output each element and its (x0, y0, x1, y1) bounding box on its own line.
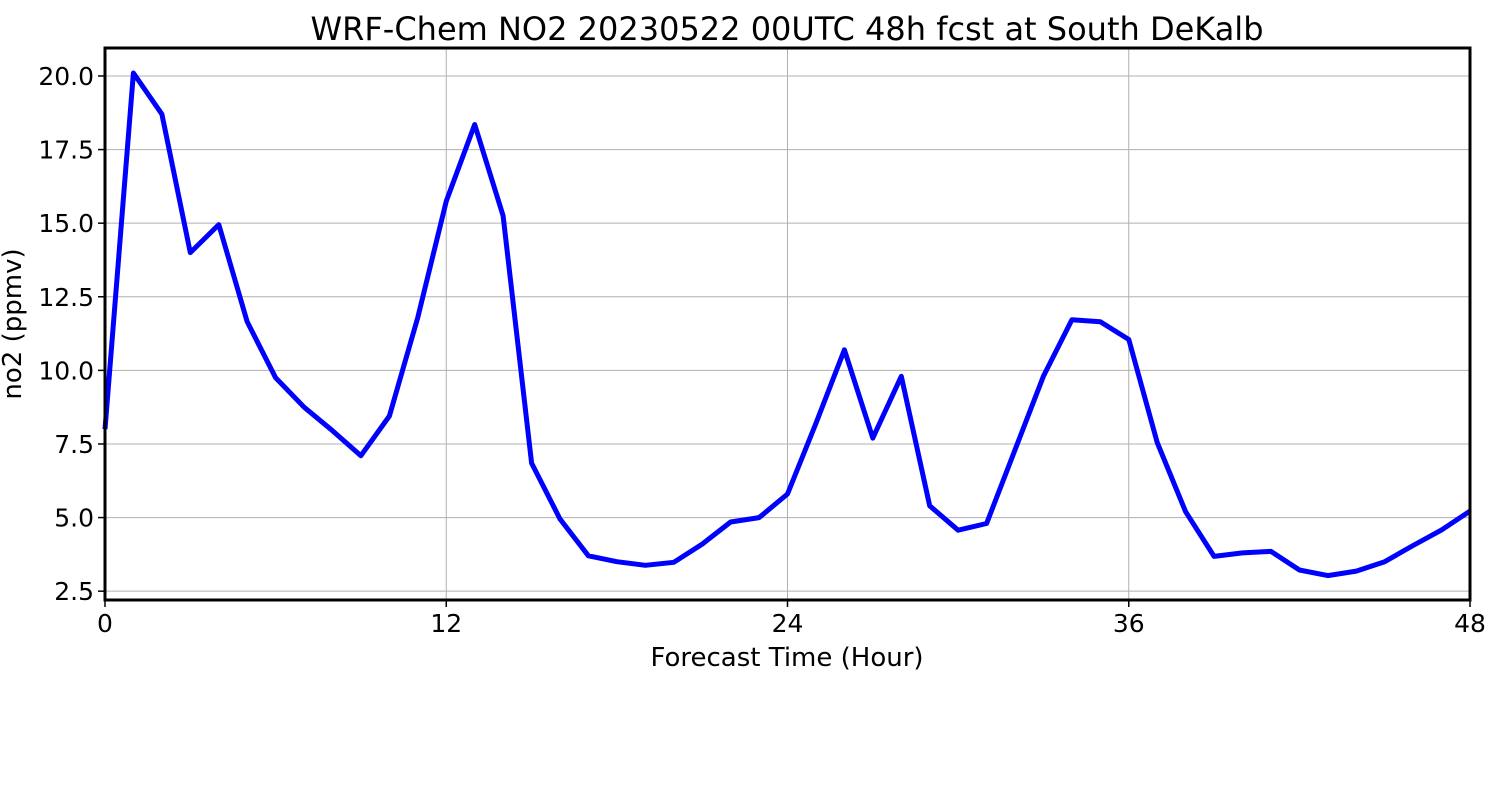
x-tick-label: 36 (1113, 609, 1145, 638)
y-tick-label: 2.5 (54, 577, 94, 606)
x-tick-label: 0 (97, 609, 113, 638)
x-axis-label: Forecast Time (Hour) (650, 643, 923, 673)
x-tick-label: 24 (772, 609, 804, 638)
x-tick-label: 48 (1454, 609, 1486, 638)
chart-title: WRF-Chem NO2 20230522 00UTC 48h fcst at … (311, 10, 1264, 48)
y-tick-label: 17.5 (38, 136, 94, 165)
y-tick-label: 15.0 (38, 209, 94, 238)
y-tick-label: 20.0 (38, 62, 94, 91)
y-axis-label: no2 (ppmv) (0, 248, 28, 399)
y-tick-label: 5.0 (54, 504, 94, 533)
y-tick-label: 10.0 (38, 356, 94, 385)
series-group (102, 70, 1472, 579)
grid-lines (104, 48, 1471, 600)
axis-ticks: 0 12 24 36 48 2.5 5.0 7.5 10.0 12.5 15.0 17.5 20.0 (38, 62, 1486, 638)
y-tick-label: 7.5 (54, 430, 94, 459)
y-tick-label: 12.5 (38, 283, 94, 312)
no2-series-line (102, 70, 1472, 579)
x-tick-label: 12 (430, 609, 462, 638)
